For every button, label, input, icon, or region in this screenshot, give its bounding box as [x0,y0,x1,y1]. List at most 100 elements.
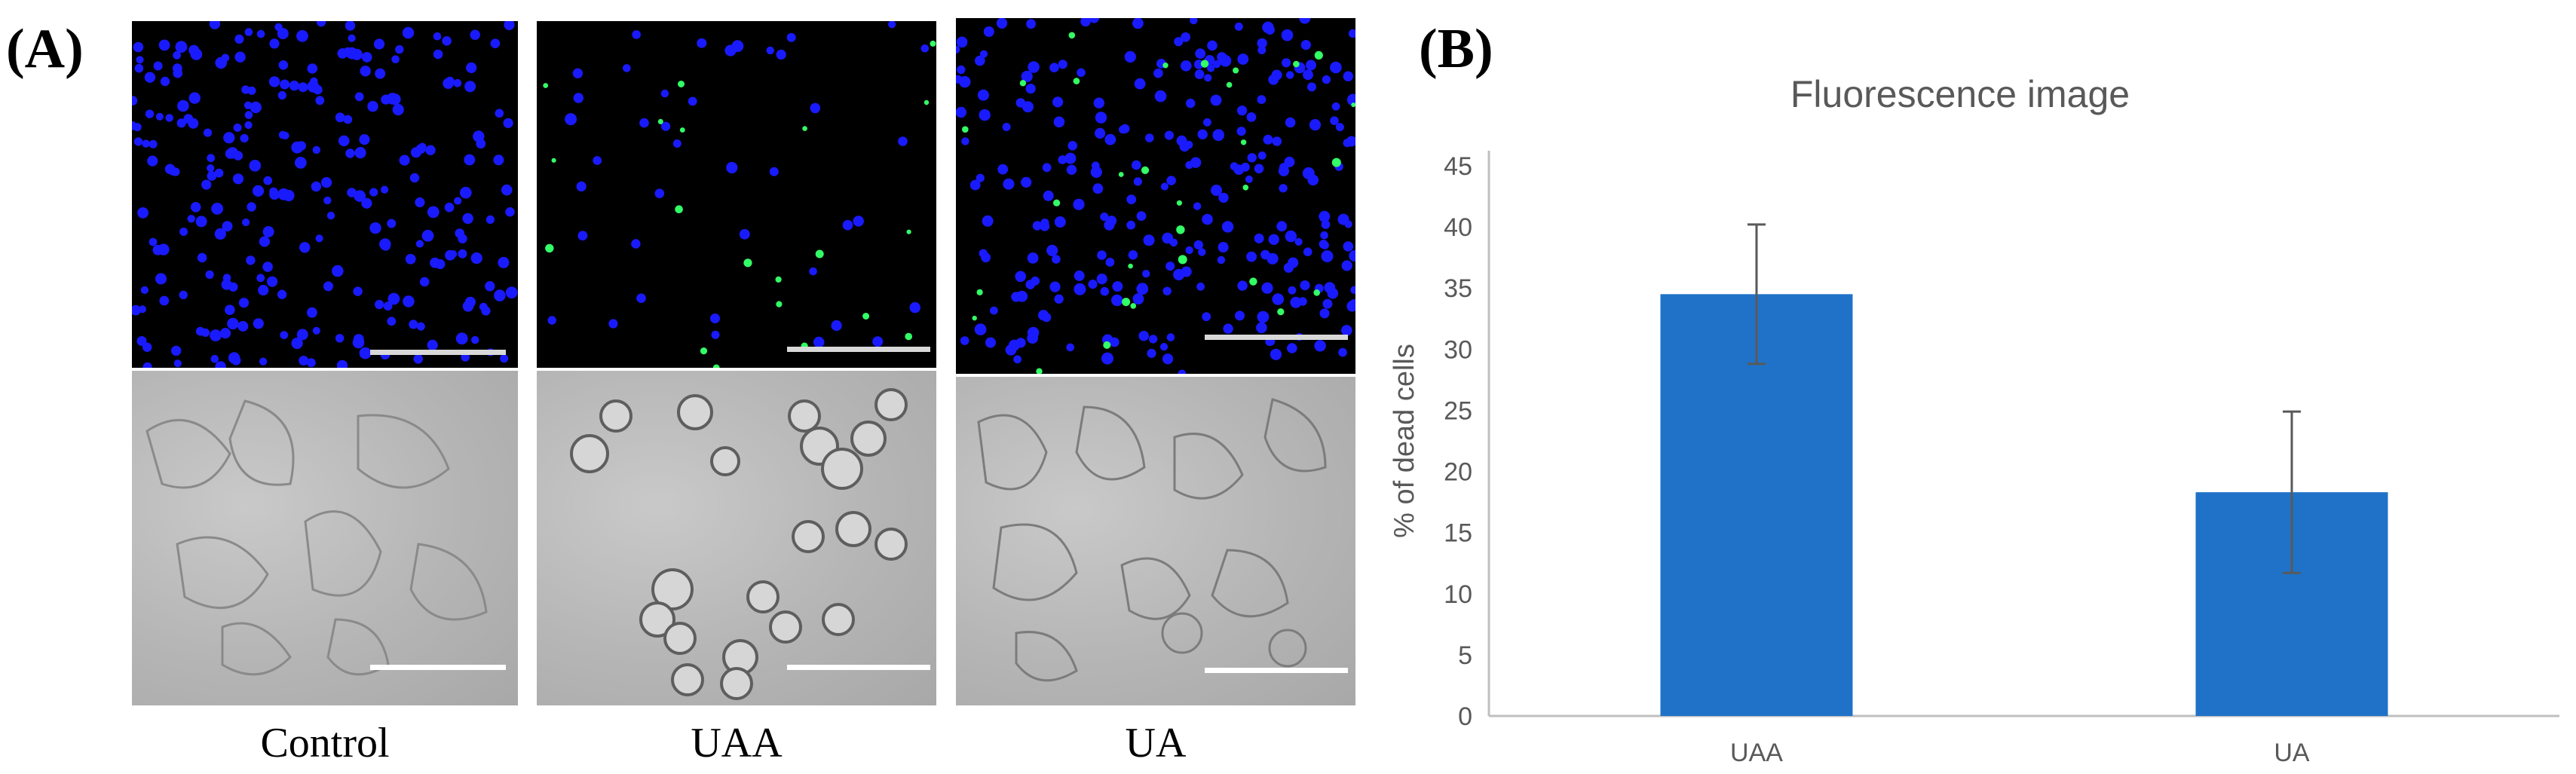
nucleus-dot [1286,71,1294,79]
nucleus-dot [221,54,230,63]
dead-cell-dot [1118,172,1124,177]
nucleus-dot [961,137,969,145]
nucleus-dot [419,277,430,287]
nucleus-dot [898,136,908,146]
nucleus-dot [1092,183,1104,194]
nucleus-dot [1073,198,1085,210]
nucleus-dot [1212,129,1224,141]
nucleus-dot [501,184,513,196]
nucleus-dot [289,80,300,91]
nucleus-dot [1221,221,1234,233]
nucleus-dot [278,60,289,70]
nucleus-dot [1166,333,1175,341]
nucleus-dot [776,49,786,60]
nucleus-dot [1142,270,1150,278]
nucleus-dot [383,301,393,311]
nucleus-dot [1077,68,1086,78]
dead-cell-dot [1233,67,1239,74]
nucleus-dot [274,23,283,32]
nucleus-dot [242,218,250,227]
nucleus-dot [1236,127,1246,136]
nucleus-dot [165,114,173,122]
nucleus-dot [323,196,332,205]
nucleus-dot [1143,234,1155,246]
nucleus-dot [252,185,265,197]
nucleus-dot [1234,22,1243,31]
nucleus-dot [1237,106,1248,116]
nucleus-dot [291,337,303,350]
nucleus-dot [1195,48,1206,59]
nucleus-dot [1126,220,1136,230]
nucleus-dot [1218,192,1229,203]
dead-cell-dot [924,99,930,106]
nucleus-dot [263,176,272,185]
nucleus-dot [179,290,188,299]
nucleus-dot [1194,69,1205,79]
nucleus-dot [259,357,268,366]
nucleus-dot [403,295,415,307]
nucleus-dot [1013,355,1022,364]
nucleus-dot [1164,130,1174,140]
uaa-fluorescence-cells [543,21,936,368]
nucleus-dot [1100,286,1110,296]
nucleus-dot [307,307,317,318]
nucleus-dot [872,336,884,347]
nucleus-dot [1190,18,1198,25]
nucleus-dot [1254,233,1264,243]
nucleus-dot [1133,177,1142,186]
nucleus-dot [312,145,320,154]
nucleus-dot [1213,60,1221,69]
dead-cell-dot [905,332,912,341]
nucleus-dot [1319,240,1328,249]
scale-bar [787,665,930,670]
nucleus-dot [769,167,779,176]
nucleus-dot [155,273,167,285]
nucleus-dot [1095,112,1107,124]
dead-cell-dot [962,126,969,133]
nucleus-dot [577,231,588,241]
nucleus-dot [1223,323,1233,334]
nucleus-dot [1136,211,1147,221]
nucleus-dot [1132,160,1141,170]
nucleus-dot [354,190,366,202]
nucleus-dot [1162,232,1174,244]
nucleus-dot [1100,213,1109,222]
nucleus-dot [1174,37,1184,47]
nucleus-dot [444,202,455,213]
nucleus-dot [142,139,150,148]
nucleus-dot [1003,178,1015,190]
nucleus-dot [226,147,238,159]
nucleus-dot [494,289,506,301]
nucleus-dot [1335,123,1344,132]
dead-cell-dot [976,289,983,295]
nucleus-dot [427,339,438,350]
nucleus-dot [306,358,316,368]
nucleus-dot [660,89,669,98]
nucleus-dot [576,181,587,191]
nucleus-dot [1268,234,1279,245]
dead-cell-dot [906,229,911,234]
nucleus-dot [504,21,515,30]
nucleus-dot [1101,352,1113,365]
nucleus-dot [205,270,214,279]
nucleus-dot [979,50,988,58]
nucleus-dot [405,253,416,265]
nucleus-dot [1027,332,1038,344]
nucleus-dot [593,156,602,165]
nucleus-dot [144,72,156,83]
nucleus-dot [1349,249,1355,262]
dead-cell-dot [675,205,683,213]
nucleus-dot [1294,237,1303,246]
dead-cell-dot [679,127,685,133]
nucleus-dot [1343,71,1353,81]
nucleus-dot [974,323,987,335]
nucleus-dot [1166,176,1176,185]
nucleus-dot [421,229,434,242]
nucleus-dot [786,32,796,42]
nucleus-dot [338,135,350,147]
nucleus-dot [427,206,440,219]
nucleus-dot [1181,266,1192,277]
dead-cell-dot [545,243,554,253]
nucleus-dot [425,145,436,155]
nucleus-dot [739,228,750,240]
